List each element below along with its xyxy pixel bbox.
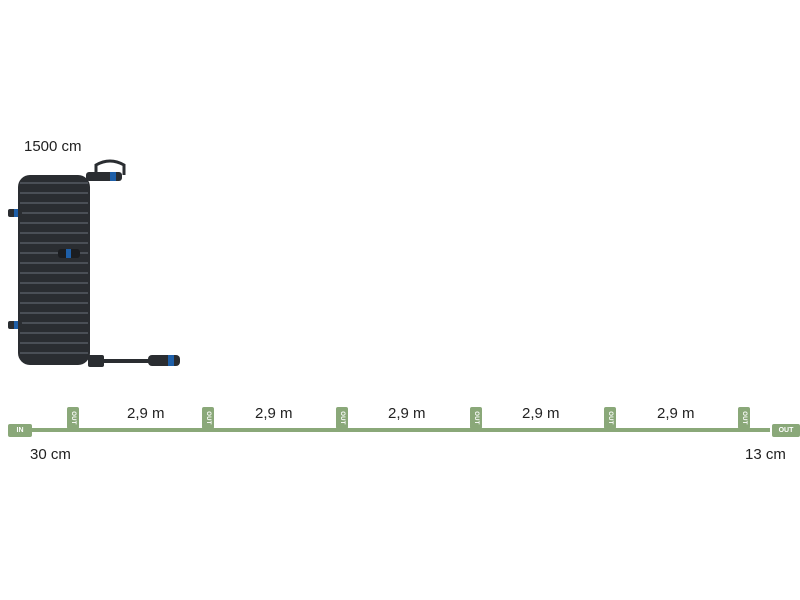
segment-length-label: 2,9 m xyxy=(388,405,426,422)
segment-length-label: 2,9 m xyxy=(127,405,165,422)
out-tag: OUT xyxy=(336,407,348,429)
segment-length-label: 2,9 m xyxy=(255,405,293,422)
end-length-label: 13 cm xyxy=(745,446,786,463)
in-tag: IN xyxy=(8,424,32,437)
out-tag: OUT xyxy=(738,407,750,429)
segment-length-label: 2,9 m xyxy=(522,405,560,422)
coil-length-label: 1500 cm xyxy=(24,138,82,155)
out-tag: OUT xyxy=(67,407,79,429)
out-tag: OUT xyxy=(202,407,214,429)
start-length-label: 30 cm xyxy=(30,446,71,463)
out-end-tag: OUT xyxy=(772,424,800,437)
cable-coil-icon xyxy=(8,159,180,367)
segment-length-label: 2,9 m xyxy=(657,405,695,422)
cable-line xyxy=(30,428,770,432)
out-tag: OUT xyxy=(604,407,616,429)
out-tag: OUT xyxy=(470,407,482,429)
